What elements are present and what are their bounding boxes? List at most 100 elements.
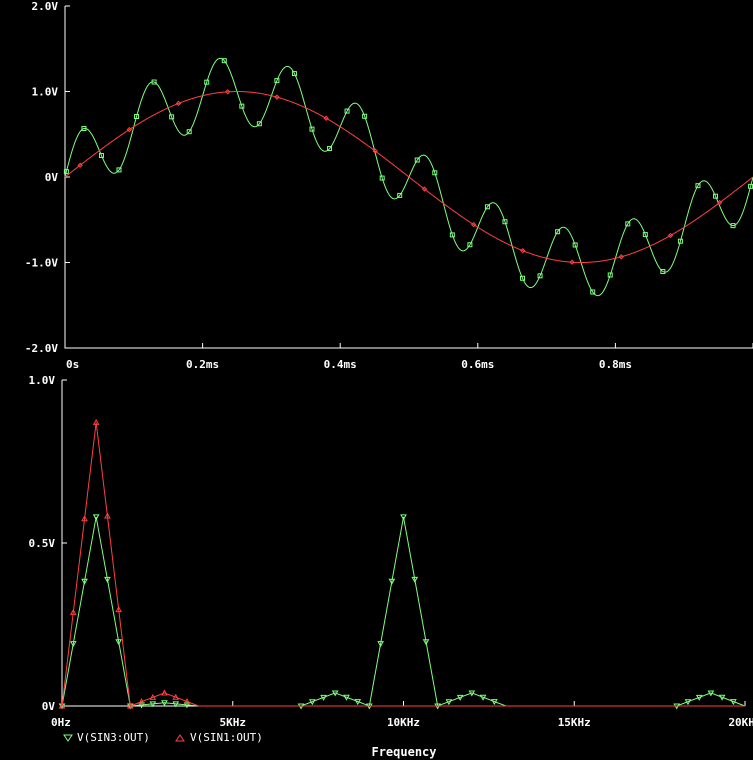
- frequency-series-marker: [161, 689, 168, 696]
- frequency-series-marker: [388, 578, 396, 585]
- frequency-series-marker: [468, 690, 476, 697]
- x-tick-label: 10KHz: [387, 716, 420, 729]
- time-series-marker: [713, 193, 719, 199]
- time-series-marker: [274, 94, 280, 100]
- frequency-series-marker: [456, 694, 464, 701]
- frequency-series-marker: [69, 641, 77, 648]
- x-tick-label: 0Hz: [51, 716, 71, 729]
- x-tick-label: 0.4ms: [324, 358, 357, 371]
- time-series-marker: [520, 275, 526, 281]
- frequency-series-marker: [115, 606, 123, 613]
- time-series-marker: [309, 126, 315, 132]
- time-series-marker: [537, 273, 543, 279]
- time-series-marker: [344, 108, 350, 114]
- time-series-marker: [520, 248, 526, 254]
- frequency-series-marker: [422, 639, 430, 646]
- frequency-series-marker: [377, 641, 384, 648]
- frequency-series-marker: [183, 702, 191, 709]
- x-tick-label: 15KHz: [558, 716, 591, 729]
- frequency-series-marker: [308, 699, 316, 706]
- frequency-series-marker: [115, 639, 123, 646]
- legend-item-sin3[interactable]: V(SIN3:OUT): [63, 731, 150, 744]
- time-series-marker: [730, 223, 736, 229]
- time-series-marker: [256, 121, 262, 127]
- time-series-marker: [590, 289, 596, 295]
- frequency-domain-chart: 1.0V 0.5V 0V 0Hz 5KHz 10KHz 15KHz 20KHz V(SIN3…: [29, 374, 753, 759]
- frequency-series-marker: [183, 698, 191, 705]
- frequency-x-ticks: 0Hz 5KHz 10KHz 15KHz 20KHz: [51, 701, 753, 729]
- frequency-series-marker: [81, 515, 88, 522]
- frequency-series-marker: [104, 576, 111, 583]
- x-tick-label: 0.2ms: [186, 358, 219, 371]
- x-tick-label: 20KHz: [728, 716, 753, 729]
- time-series-marker: [239, 103, 245, 109]
- time-series-marker: [572, 242, 578, 248]
- y-tick-label: 1.0V: [32, 86, 59, 99]
- frequency-series-marker: [172, 701, 180, 708]
- time-series-marker: [169, 114, 175, 120]
- frequency-series-marker: [695, 694, 703, 701]
- time-series-marker: [116, 167, 122, 173]
- time-series-marker: [63, 169, 69, 175]
- frequency-series-marker: [161, 700, 168, 707]
- time-series-marker: [660, 268, 666, 274]
- frequency-series-marker: [138, 698, 145, 705]
- frequency-series-marker: [138, 702, 145, 709]
- frequency-series-marker: [718, 694, 726, 701]
- y-tick-label: 1.0V: [29, 374, 56, 387]
- x-tick-label: 5KHz: [220, 716, 247, 729]
- time-series-marker: [555, 229, 561, 235]
- time-series-marker: [607, 272, 613, 278]
- frequency-series-marker: [730, 699, 737, 706]
- time-series-marker: [323, 115, 329, 121]
- time-series-marker: [484, 204, 490, 210]
- frequency-series-marker: [92, 418, 100, 425]
- legend-marker-triangle-up: [175, 734, 185, 742]
- legend-item-sin1[interactable]: V(SIN1:OUT): [175, 731, 263, 744]
- frequency-series-marker: [92, 514, 100, 521]
- time-series-marker: [421, 186, 428, 192]
- frequency-series-line-1: [61, 422, 745, 707]
- frequency-series-marker: [320, 694, 327, 701]
- time-series-marker: [379, 175, 385, 181]
- time-series-marker: [151, 79, 157, 85]
- frequency-series-marker: [490, 699, 498, 706]
- time-domain-chart: 2.0V 1.0V 0V -1.0V -2.0V 0s 0.2ms 0.4ms 0.6ms 0.…: [25, 0, 753, 371]
- frequency-series-marker: [684, 699, 692, 706]
- x-tick-label: 0.8ms: [599, 358, 632, 371]
- time-series-marker: [274, 78, 280, 84]
- frequency-series-marker: [354, 699, 362, 706]
- y-tick-label: 0V: [42, 700, 56, 713]
- frequency-y-ticks: 1.0V 0.5V 0V: [29, 374, 67, 713]
- frequency-series-marker: [172, 693, 180, 700]
- frequency-series-marker: [411, 576, 419, 583]
- legend-marker-triangle-down: [63, 734, 73, 742]
- time-series-marker: [186, 129, 192, 135]
- time-series-group: [63, 57, 753, 297]
- time-series-marker: [77, 162, 83, 168]
- frequency-series-marker: [104, 512, 111, 519]
- frequency-series-marker: [69, 608, 77, 615]
- time-series-marker: [81, 126, 87, 132]
- y-tick-label: -1.0V: [25, 257, 58, 270]
- frequency-series-group: [58, 418, 746, 710]
- time-series-marker: [470, 221, 477, 228]
- time-series-marker: [502, 219, 508, 225]
- time-series-marker: [327, 146, 333, 152]
- time-series-marker: [432, 170, 438, 176]
- time-series-marker: [449, 232, 455, 238]
- time-y-ticks: 2.0V 1.0V 0V -1.0V -2.0V: [25, 0, 70, 355]
- frequency-series-marker: [331, 690, 339, 697]
- x-axis-title: Frequency: [371, 745, 436, 759]
- y-tick-label: 2.0V: [32, 0, 59, 13]
- legend: V(SIN3:OUT) V(SIN1:OUT): [63, 731, 263, 744]
- frequency-series-marker: [126, 702, 134, 709]
- time-series-marker: [625, 221, 631, 227]
- time-series-marker: [618, 254, 624, 260]
- x-tick-label: 0.6ms: [461, 358, 494, 371]
- frequency-series-marker: [81, 578, 88, 585]
- time-series-marker: [221, 58, 227, 64]
- time-series-marker: [225, 89, 231, 95]
